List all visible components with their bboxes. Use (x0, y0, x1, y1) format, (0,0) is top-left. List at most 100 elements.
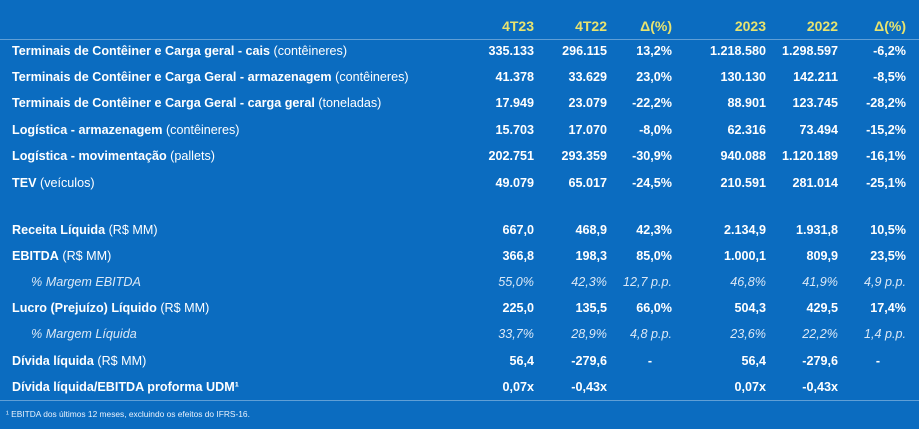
cell-2022: 809,9 (806, 249, 838, 263)
cell-delta-quarter: 23,0% (636, 70, 672, 84)
cell-4t23: 667,0 (502, 223, 534, 237)
table-row: Receita Líquida (R$ MM) 667,0 468,9 42,3… (0, 218, 919, 242)
cell-delta-quarter (610, 375, 672, 399)
cell-2023: 210.591 (720, 176, 766, 190)
cell-2022: 22,2% (802, 327, 838, 341)
cell-2023: 0,07x (734, 380, 766, 394)
footer-divider (0, 400, 919, 401)
cell-4t23: 49.079 (495, 176, 534, 190)
cell-delta-year: - (875, 354, 881, 368)
cell-delta-year: 10,5% (870, 223, 906, 237)
cell-delta-year: 1,4 p.p. (863, 327, 906, 341)
header-delta-quarter: Δ(%) (640, 18, 672, 34)
cell-delta-year: -6,2% (873, 44, 906, 58)
cell-2022: -279,6 (802, 354, 838, 368)
cell-delta-quarter: 85,0% (636, 249, 672, 263)
cell-4t22: 42,3% (571, 275, 607, 289)
cell-delta-quarter: -22,2% (632, 96, 672, 110)
footnote: ¹ EBITDA dos últimos 12 meses, excluindo… (6, 409, 250, 419)
cell-2022: 429,5 (806, 301, 838, 315)
cell-4t22: 65.017 (568, 176, 607, 190)
cell-2023: 504,3 (734, 301, 766, 315)
table-row: Logística - armazenagem (contêineres) 15… (0, 118, 919, 142)
cell-delta-year: -15,2% (866, 123, 906, 137)
cell-delta-quarter: 4,8 p.p. (629, 327, 672, 341)
cell-2023: 130.130 (720, 70, 766, 84)
header-4t22: 4T22 (575, 18, 607, 34)
cell-2022: 73.494 (799, 123, 838, 137)
cell-2023: 1.218.580 (709, 44, 766, 58)
table-header: 4T23 4T22 Δ(%) 2023 2022 Δ(%) (0, 14, 919, 38)
header-2023: 2023 (734, 18, 766, 34)
row-label: Terminais de Contêiner e Carga Geral - c… (12, 96, 382, 110)
cell-2023: 1.000,1 (723, 249, 766, 263)
cell-4t23: 41.378 (495, 70, 534, 84)
row-label: Dívida líquida (R$ MM) (12, 354, 147, 368)
cell-delta-quarter: 13,2% (636, 44, 672, 58)
cell-delta-quarter: - (647, 354, 653, 368)
row-label: Receita Líquida (R$ MM) (12, 223, 158, 237)
cell-2022: 281.014 (792, 176, 838, 190)
cell-2022: 1.298.597 (781, 44, 838, 58)
cell-2022: 41,9% (802, 275, 838, 289)
table-row: % Margem EBITDA 55,0% 42,3% 12,7 p.p. 46… (0, 270, 919, 294)
cell-4t22: 135,5 (575, 301, 607, 315)
cell-4t22: -0,43x (571, 380, 607, 394)
cell-4t22: 293.359 (561, 149, 607, 163)
table-row: Terminais de Contêiner e Carga Geral - c… (0, 91, 919, 115)
cell-2022: -0,43x (802, 380, 838, 394)
table-row: Dívida líquida/EBITDA proforma UDM¹ 0,07… (0, 375, 919, 399)
cell-2023: 940.088 (720, 149, 766, 163)
cell-4t23: 55,0% (498, 275, 534, 289)
cell-4t23: 202.751 (488, 149, 534, 163)
cell-delta-year: -16,1% (866, 149, 906, 163)
table-row: Dívida líquida (R$ MM) 56,4 -279,6 - 56,… (0, 349, 919, 373)
cell-2023: 23,6% (730, 327, 766, 341)
cell-2022: 1.931,8 (795, 223, 838, 237)
table-row: Logística - movimentação (pallets) 202.7… (0, 144, 919, 168)
table-row: EBITDA (R$ MM) 366,8 198,3 85,0% 1.000,1… (0, 244, 919, 268)
cell-delta-quarter: -24,5% (632, 176, 672, 190)
cell-delta-year (842, 375, 906, 399)
cell-4t23: 56,4 (509, 354, 534, 368)
header-4t23: 4T23 (502, 18, 534, 34)
cell-2023: 46,8% (730, 275, 766, 289)
cell-delta-year: 17,4% (870, 301, 906, 315)
cell-2023: 88.901 (727, 96, 766, 110)
cell-2023: 2.134,9 (723, 223, 766, 237)
row-label: % Margem EBITDA (31, 275, 141, 289)
cell-4t23: 0,07x (502, 380, 534, 394)
cell-delta-year: 4,9 p.p. (863, 275, 906, 289)
header-divider (0, 39, 919, 40)
cell-4t23: 366,8 (502, 249, 534, 263)
cell-4t23: 33,7% (498, 327, 534, 341)
cell-4t22: -279,6 (571, 354, 607, 368)
cell-2023: 56,4 (741, 354, 766, 368)
cell-delta-quarter: 42,3% (636, 223, 672, 237)
cell-delta-year: -28,2% (866, 96, 906, 110)
row-label: Lucro (Prejuízo) Líquido (R$ MM) (12, 301, 210, 315)
cell-4t22: 296.115 (562, 44, 607, 58)
cell-delta-quarter: -8,0% (639, 123, 672, 137)
cell-2022: 123.745 (792, 96, 838, 110)
cell-2022: 142.211 (793, 70, 838, 84)
row-label: TEV (veículos) (12, 176, 95, 190)
cell-4t22: 33.629 (568, 70, 607, 84)
header-delta-year: Δ(%) (874, 18, 906, 34)
table-row: Lucro (Prejuízo) Líquido (R$ MM) 225,0 1… (0, 296, 919, 320)
table-row: Terminais de Contêiner e Carga geral - c… (0, 39, 919, 63)
cell-delta-quarter: -30,9% (632, 149, 672, 163)
cell-delta-quarter: 12,7 p.p. (622, 275, 672, 289)
header-2022: 2022 (806, 18, 838, 34)
cell-4t23: 17.949 (495, 96, 534, 110)
cell-delta-year: 23,5% (870, 249, 906, 263)
cell-2022: 1.120.189 (781, 149, 838, 163)
cell-4t22: 23.079 (568, 96, 607, 110)
cell-delta-quarter: 66,0% (636, 301, 672, 315)
cell-4t23: 335.133 (488, 44, 534, 58)
row-label: % Margem Líquida (31, 327, 137, 341)
table-row: % Margem Líquida 33,7% 28,9% 4,8 p.p. 23… (0, 322, 919, 346)
row-label: Terminais de Contêiner e Carga geral - c… (12, 44, 348, 58)
row-label: EBITDA (R$ MM) (12, 249, 112, 263)
